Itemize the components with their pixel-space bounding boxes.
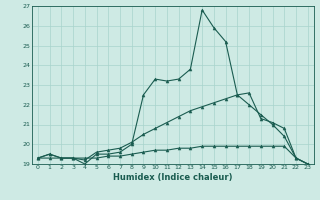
- X-axis label: Humidex (Indice chaleur): Humidex (Indice chaleur): [113, 173, 233, 182]
